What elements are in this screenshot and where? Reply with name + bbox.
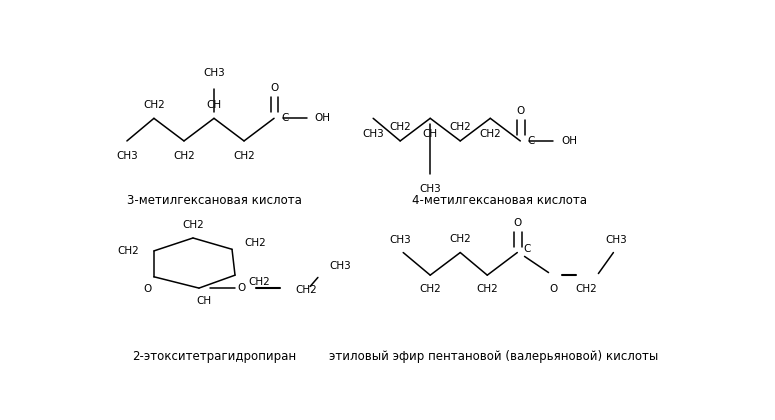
Text: CH2: CH2 (480, 129, 501, 139)
Text: 2-этокситетрагидропиран: 2-этокситетрагидропиран (132, 349, 296, 362)
Text: этиловый эфир пентановой (валерьяновой) кислоты: этиловый эфир пентановой (валерьяновой) … (329, 349, 658, 362)
Text: O: O (144, 284, 152, 294)
Text: CH: CH (206, 100, 222, 110)
Text: CH2: CH2 (449, 234, 471, 244)
Text: CH2: CH2 (173, 152, 195, 161)
Text: CH: CH (422, 129, 438, 139)
Text: O: O (516, 106, 525, 116)
Text: CH3: CH3 (362, 129, 384, 139)
Text: O: O (237, 283, 245, 293)
Text: C: C (281, 113, 288, 123)
Text: 3-метилгексановая кислота: 3-метилгексановая кислота (126, 194, 301, 207)
Text: CH2: CH2 (233, 152, 255, 161)
Text: CH3: CH3 (203, 68, 225, 78)
Text: CH3: CH3 (116, 152, 138, 161)
Text: CH2: CH2 (182, 220, 204, 230)
Text: CH2: CH2 (143, 100, 165, 110)
Text: CH3: CH3 (329, 261, 351, 271)
Text: CH2: CH2 (576, 284, 598, 294)
Text: CH3: CH3 (605, 235, 627, 244)
Text: CH2: CH2 (118, 246, 140, 256)
Text: OH: OH (315, 113, 331, 123)
Text: CH2: CH2 (295, 285, 317, 295)
Text: CH3: CH3 (419, 184, 441, 194)
Text: OH: OH (561, 136, 577, 146)
Text: C: C (523, 244, 531, 254)
Text: O: O (549, 284, 557, 294)
Text: CH2: CH2 (389, 122, 411, 132)
Text: CH2: CH2 (449, 122, 471, 132)
Text: CH2: CH2 (419, 284, 441, 294)
Text: C: C (528, 136, 535, 146)
Text: CH3: CH3 (389, 235, 411, 244)
Text: O: O (270, 83, 278, 93)
Text: 4-метилгексановая кислота: 4-метилгексановая кислота (412, 194, 587, 207)
Text: CH2: CH2 (244, 238, 266, 248)
Text: CH: CH (196, 296, 212, 306)
Text: O: O (513, 218, 522, 228)
Text: CH2: CH2 (477, 284, 498, 294)
Text: CH2: CH2 (248, 277, 270, 286)
